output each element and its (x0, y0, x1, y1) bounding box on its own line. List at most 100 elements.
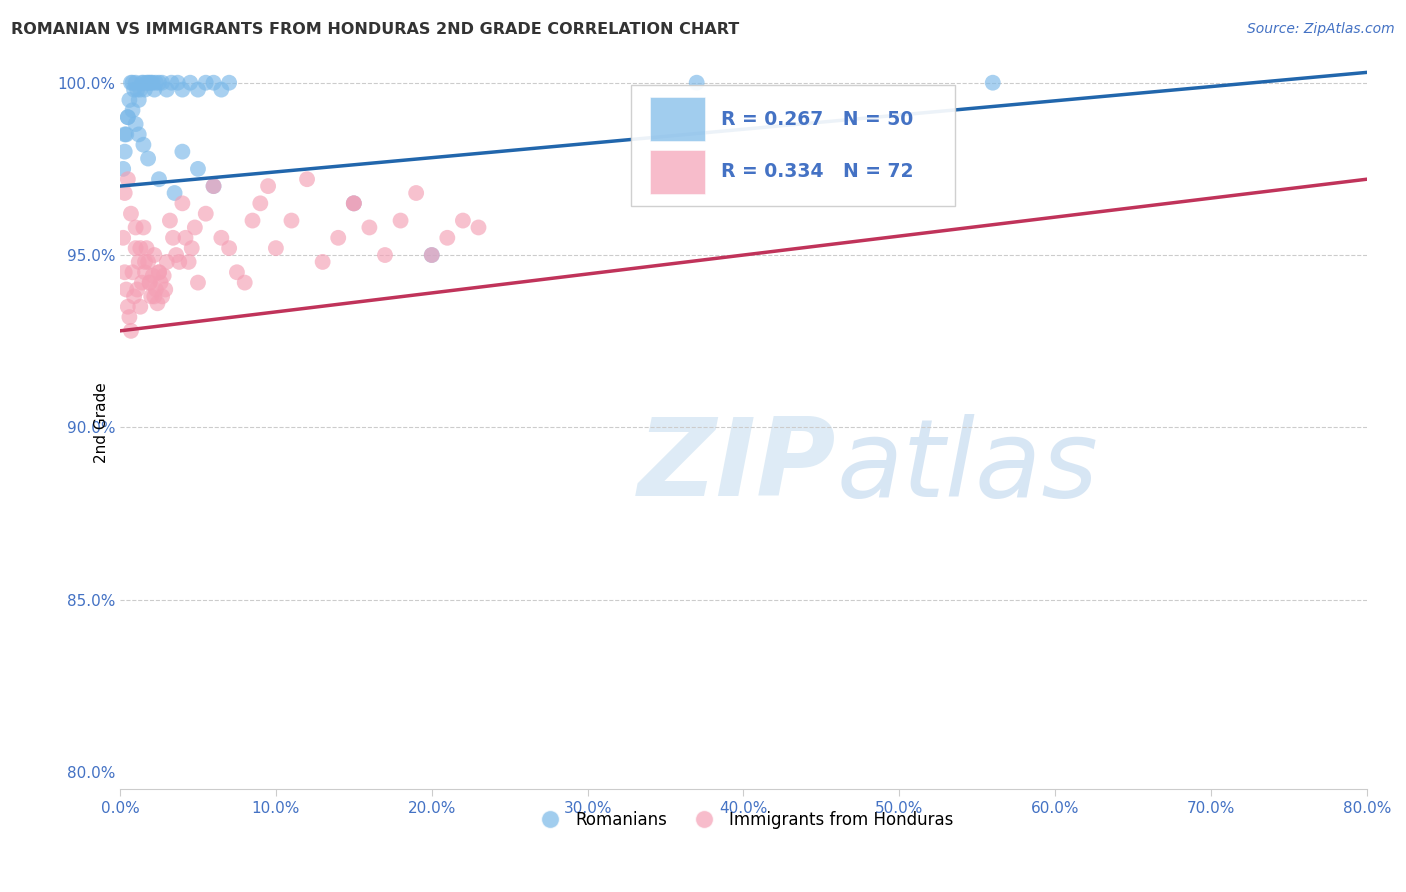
Point (124, 241, 146, 255)
Point (405, 186, 427, 200)
Point (127, 82, 149, 96)
Point (467, 220, 489, 235)
Point (149, 276, 172, 290)
Point (143, 289, 166, 303)
Point (209, 231, 232, 245)
Point (159, 213, 181, 227)
FancyBboxPatch shape (650, 97, 704, 141)
Point (148, 265, 170, 279)
Point (129, 241, 152, 255)
Point (155, 283, 177, 297)
Point (226, 265, 249, 279)
Point (233, 276, 256, 290)
FancyBboxPatch shape (650, 150, 704, 194)
Point (129, 82, 152, 96)
Point (138, 76, 160, 90)
Point (114, 145, 136, 159)
Point (118, 93, 141, 107)
Point (127, 283, 149, 297)
Point (128, 128, 150, 142)
Point (143, 248, 166, 262)
Point (311, 255, 333, 269)
Point (138, 276, 160, 290)
Point (117, 172, 139, 186)
Point (374, 248, 396, 262)
Point (136, 255, 159, 269)
Point (136, 152, 159, 166)
Point (436, 231, 458, 245)
Point (124, 220, 146, 235)
Point (420, 248, 443, 262)
Point (121, 103, 143, 118)
Point (242, 213, 264, 227)
FancyBboxPatch shape (631, 85, 956, 206)
Point (132, 137, 155, 152)
Point (163, 186, 186, 200)
Point (167, 255, 190, 269)
Point (179, 76, 201, 90)
Point (143, 82, 166, 96)
Point (122, 82, 145, 96)
Point (138, 276, 160, 290)
Point (115, 283, 138, 297)
Point (166, 76, 188, 90)
Point (257, 179, 280, 194)
Point (120, 207, 142, 221)
Point (115, 128, 138, 142)
Point (117, 300, 139, 314)
Point (180, 241, 202, 255)
Point (135, 76, 157, 90)
Legend: Romanians, Immigrants from Honduras: Romanians, Immigrants from Honduras (527, 805, 960, 836)
Point (118, 310, 141, 324)
Point (328, 231, 350, 245)
Point (280, 213, 302, 227)
Point (141, 289, 163, 303)
Point (112, 231, 135, 245)
Point (451, 213, 474, 227)
Point (131, 276, 153, 290)
Point (112, 161, 135, 176)
Point (187, 82, 209, 96)
Point (359, 220, 381, 235)
Point (389, 213, 412, 227)
Point (121, 265, 143, 279)
Point (187, 161, 209, 176)
Point (120, 324, 142, 338)
Point (156, 82, 179, 96)
Point (145, 76, 167, 90)
Point (132, 76, 155, 90)
Point (156, 255, 179, 269)
Text: R = 0.334   N = 72: R = 0.334 N = 72 (721, 162, 914, 181)
Point (146, 296, 169, 310)
Point (194, 76, 217, 90)
Point (194, 207, 217, 221)
Point (124, 117, 146, 131)
Point (685, 76, 707, 90)
Point (172, 196, 194, 211)
Point (187, 276, 209, 290)
Text: atlas: atlas (837, 414, 1099, 519)
Point (121, 76, 143, 90)
Point (132, 220, 155, 235)
Text: Source: ZipAtlas.com: Source: ZipAtlas.com (1247, 22, 1395, 37)
Point (120, 76, 142, 90)
Point (152, 268, 174, 283)
Point (165, 248, 187, 262)
Point (160, 76, 183, 90)
Point (420, 248, 443, 262)
Point (264, 241, 287, 255)
Point (134, 265, 156, 279)
Point (295, 172, 318, 186)
Point (148, 172, 170, 186)
Text: ZIP: ZIP (637, 413, 835, 519)
Y-axis label: 2nd Grade: 2nd Grade (94, 382, 108, 463)
Point (343, 196, 366, 211)
Point (128, 93, 150, 107)
Point (177, 255, 200, 269)
Point (150, 76, 173, 90)
Point (148, 265, 170, 279)
Point (135, 241, 157, 255)
Point (122, 289, 145, 303)
Point (148, 76, 170, 90)
Point (131, 76, 153, 90)
